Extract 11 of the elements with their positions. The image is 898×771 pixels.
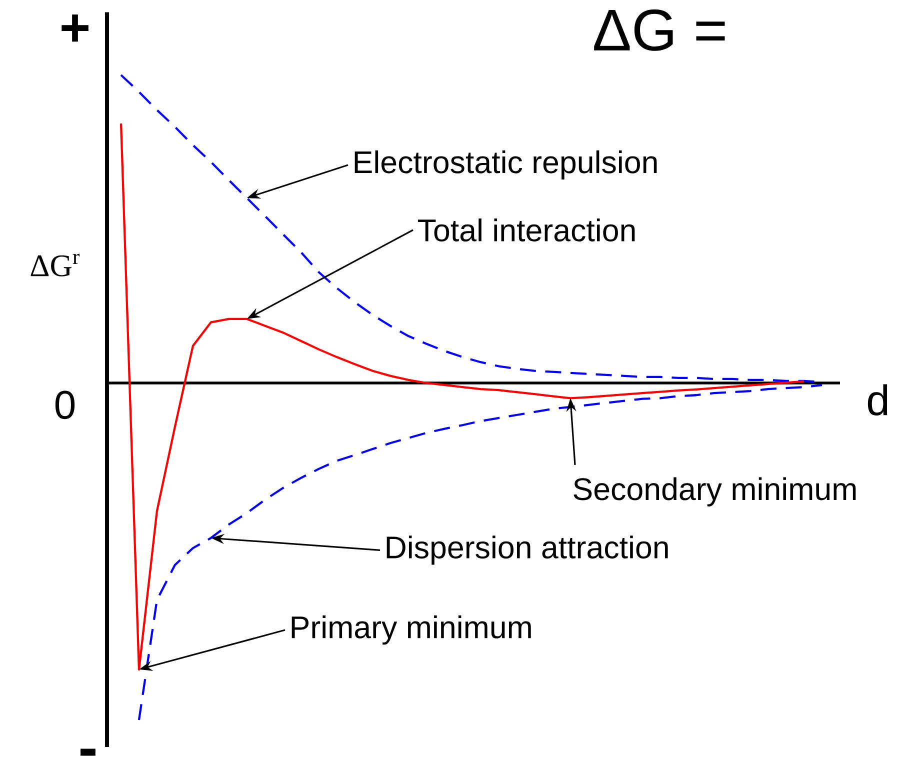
- annotation: Primary minimum: [292, 615, 531, 645]
- annotation: Total interaction: [418, 218, 635, 242]
- annotation: Secondary minimum: [574, 477, 856, 506]
- x-axis-title: d: [868, 384, 888, 416]
- text: 0: [55, 390, 75, 420]
- text: -: [80, 748, 96, 756]
- annotation: Dispersion attraction: [386, 536, 668, 565]
- text: +: [62, 14, 88, 42]
- chart-title: ΔG =: [594, 9, 725, 51]
- y-axis-title: ΔG$^{r}$: [30, 254, 80, 276]
- annotation: Electrostatic repulsion: [354, 150, 657, 180]
